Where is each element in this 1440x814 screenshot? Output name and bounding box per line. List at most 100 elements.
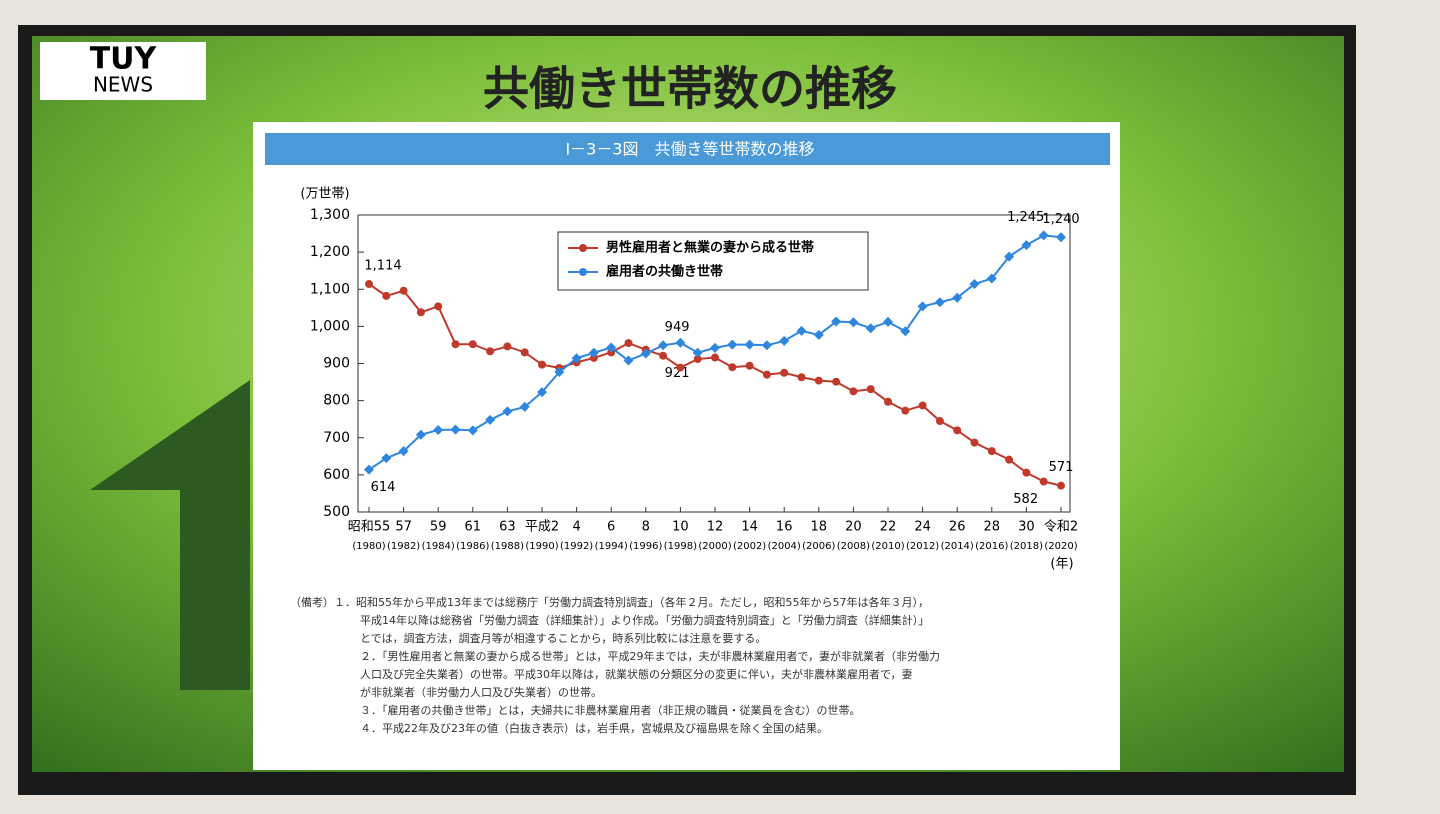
marker: [848, 317, 859, 328]
marker: [831, 316, 842, 327]
marker: [416, 308, 425, 317]
x-tick-label: 20: [845, 520, 862, 535]
value-label: 1,245: [1007, 210, 1044, 225]
marker: [1038, 230, 1049, 241]
marker: [1022, 468, 1031, 477]
marker: [780, 368, 789, 377]
marker: [485, 414, 496, 425]
marker: [624, 339, 633, 348]
x-tick-label: 14: [741, 520, 758, 535]
value-label: 571: [1049, 460, 1074, 475]
x-tick-label: 昭和55: [348, 520, 391, 535]
note-line: が非就業者（非労働力人口及び失業者）の世帯。: [360, 685, 602, 699]
marker: [745, 361, 754, 370]
y-tick-label: 1,100: [310, 281, 350, 297]
marker: [606, 342, 617, 353]
marker: [884, 397, 892, 406]
x-tick-year: (2002): [733, 541, 766, 552]
x-tick-label: 22: [880, 520, 897, 535]
x-tick-year: (1996): [629, 541, 662, 552]
marker: [987, 447, 996, 456]
marker: [1005, 455, 1014, 464]
x-tick-year: (1980): [352, 541, 385, 552]
marker: [761, 340, 772, 351]
x-tick-label: 平成2: [525, 520, 559, 535]
chart-title: I－3－3図 共働き等世帯数の推移: [565, 140, 814, 159]
marker: [659, 351, 668, 360]
marker: [762, 370, 771, 379]
marker: [849, 387, 858, 396]
x-tick-label: 6: [607, 520, 615, 535]
marker: [467, 425, 478, 436]
x-tick-label: 26: [949, 520, 966, 535]
x-tick-year: (2010): [871, 541, 904, 552]
marker: [520, 348, 529, 357]
logo-box: [40, 42, 206, 100]
marker: [589, 353, 598, 362]
y-tick-label: 500: [323, 504, 350, 520]
marker: [1021, 240, 1032, 251]
marker: [640, 348, 651, 359]
x-tick-year: (1998): [664, 541, 697, 552]
legend-marker: [579, 268, 587, 276]
marker: [727, 339, 738, 350]
marker: [658, 340, 669, 351]
marker: [434, 302, 443, 311]
x-tick-year: (1988): [491, 541, 524, 552]
value-label: 614: [371, 480, 396, 495]
value-label: 1,240: [1042, 212, 1079, 227]
x-tick-year: (2000): [698, 541, 731, 552]
x-tick-label: 8: [642, 520, 650, 535]
marker: [710, 342, 720, 353]
y-tick-label: 900: [323, 356, 350, 372]
x-tick-year: (2004): [768, 541, 801, 552]
marker: [1057, 481, 1065, 490]
marker: [433, 424, 444, 435]
marker: [364, 464, 374, 475]
marker: [537, 387, 547, 398]
x-tick-label: 28: [984, 520, 1001, 535]
marker: [865, 323, 876, 334]
marker: [935, 417, 944, 426]
x-tick-year: (1990): [525, 541, 558, 552]
x-tick-label: 57: [395, 520, 412, 535]
note-line: 平成14年以降は総務省「労働力調査（詳細集計）」より作成。「労働力調査特別調査」…: [360, 613, 929, 627]
legend-marker: [579, 244, 587, 252]
marker: [744, 339, 755, 350]
marker: [901, 406, 910, 415]
x-tick-label: 16: [776, 520, 793, 535]
marker: [917, 301, 928, 312]
x-tick-label: 令和2: [1044, 520, 1078, 535]
legend-label: 男性雇用者と無業の妻から成る世帯: [606, 240, 814, 256]
title-bar: [265, 133, 1110, 165]
y-tick-label: 1,200: [310, 244, 350, 260]
x-tick-year: (1986): [456, 541, 489, 552]
marker: [728, 363, 737, 372]
value-label: 582: [1013, 492, 1038, 507]
marker: [381, 453, 392, 464]
note-line: とでは，調査方法，調査月等が相違することから，時系列比較には注意を要する。: [360, 631, 766, 645]
x-tick-year: (2018): [1010, 541, 1043, 552]
marker: [623, 355, 634, 366]
marker: [692, 347, 703, 358]
marker: [986, 273, 997, 284]
marker: [883, 316, 893, 327]
x-tick-label: 24: [914, 520, 931, 535]
marker: [365, 280, 373, 289]
x-tick-label: 59: [430, 520, 447, 535]
x-tick-label: 63: [499, 520, 516, 535]
note-line: ３．「雇用者の共働き世帯」とは，夫婦共に非農林業雇用者（非正規の職員・従業員を含…: [360, 703, 861, 717]
x-tick-year: (1992): [560, 541, 593, 552]
x-tick-year: (2012): [906, 541, 939, 552]
x-tick-year: (2006): [802, 541, 835, 552]
y-tick-label: 1,000: [310, 318, 350, 334]
marker: [711, 353, 719, 362]
legend: [557, 231, 869, 291]
marker: [398, 446, 409, 457]
marker: [832, 377, 841, 386]
legend-label: 雇用者の共働き世帯: [606, 264, 723, 280]
marker: [554, 367, 565, 378]
x-tick-label: 12: [707, 520, 724, 535]
value-label: 1,114: [364, 259, 401, 274]
